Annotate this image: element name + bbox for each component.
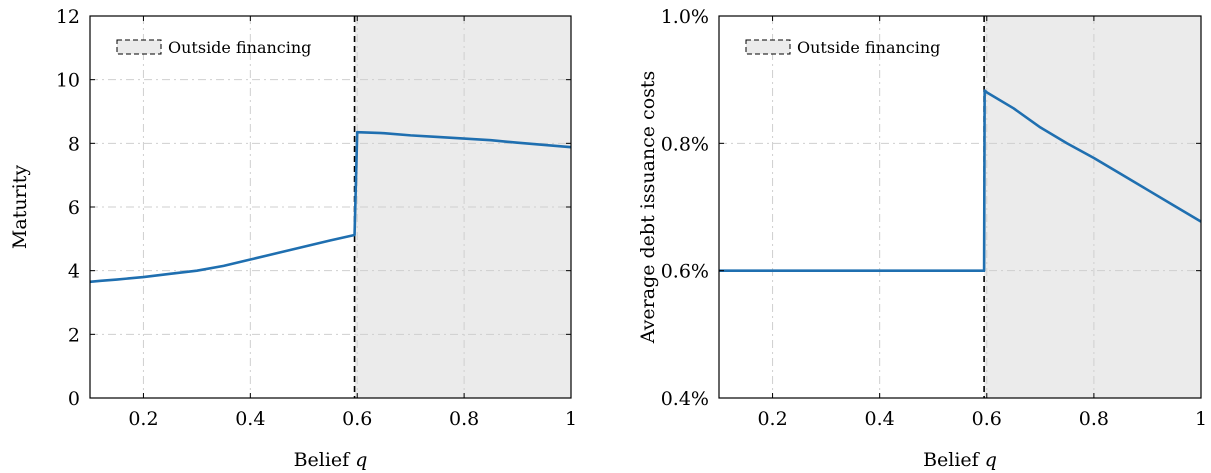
x-tick-label: 0.6 — [342, 408, 372, 430]
x-tick-label: 0.4 — [865, 408, 895, 430]
legend-label: Outside financing — [168, 38, 311, 57]
x-tick-label: 1 — [565, 408, 577, 430]
y-axis-label: Average debt issuance costs — [637, 71, 659, 345]
y-tick-label: 0.6% — [661, 261, 709, 283]
y-tick-label: 10 — [56, 70, 80, 92]
legend-label: Outside financing — [797, 38, 940, 57]
x-tick-label: 0.2 — [757, 408, 787, 430]
x-axis-label-text: Belief — [294, 449, 356, 471]
x-axis-label-variable: q — [985, 449, 997, 471]
x-tick-label: 1 — [1195, 408, 1207, 430]
y-tick-label: 12 — [56, 6, 80, 28]
outside-financing-region — [984, 16, 1201, 398]
y-tick-label: 2 — [68, 324, 80, 346]
x-tick-label: 0.4 — [235, 408, 265, 430]
y-tick-label: 0.4% — [661, 388, 709, 410]
x-tick-label: 0.8 — [1079, 408, 1109, 430]
y-tick-label: 4 — [68, 261, 80, 283]
x-axis-label: Belief q — [294, 449, 368, 471]
y-axis-label: Maturity — [9, 165, 31, 249]
x-axis-label-variable: q — [355, 449, 367, 471]
issuance-costs-chart: 0.2 0.4 0.6 0.8 1 0.4% 0.6% 0.8% 1.0% Belief q Ave… — [637, 6, 1207, 471]
x-tick-label: 0.6 — [972, 408, 1002, 430]
x-tick-label: 0.2 — [128, 408, 158, 430]
y-tick-label: 6 — [68, 197, 80, 219]
series-line — [719, 89, 1202, 272]
legend-swatch — [745, 39, 791, 55]
legend-swatch — [116, 39, 162, 55]
y-tick-label: 0 — [68, 388, 80, 410]
x-axis-label-text: Belief — [923, 449, 985, 471]
y-tick-label: 8 — [68, 133, 80, 155]
plot-frame — [718, 15, 1202, 399]
x-axis-label: Belief q — [923, 449, 997, 471]
x-tick-label: 0.8 — [449, 408, 479, 430]
y-tick-label: 0.8% — [661, 133, 709, 155]
y-tick-label: 1.0% — [661, 6, 709, 28]
